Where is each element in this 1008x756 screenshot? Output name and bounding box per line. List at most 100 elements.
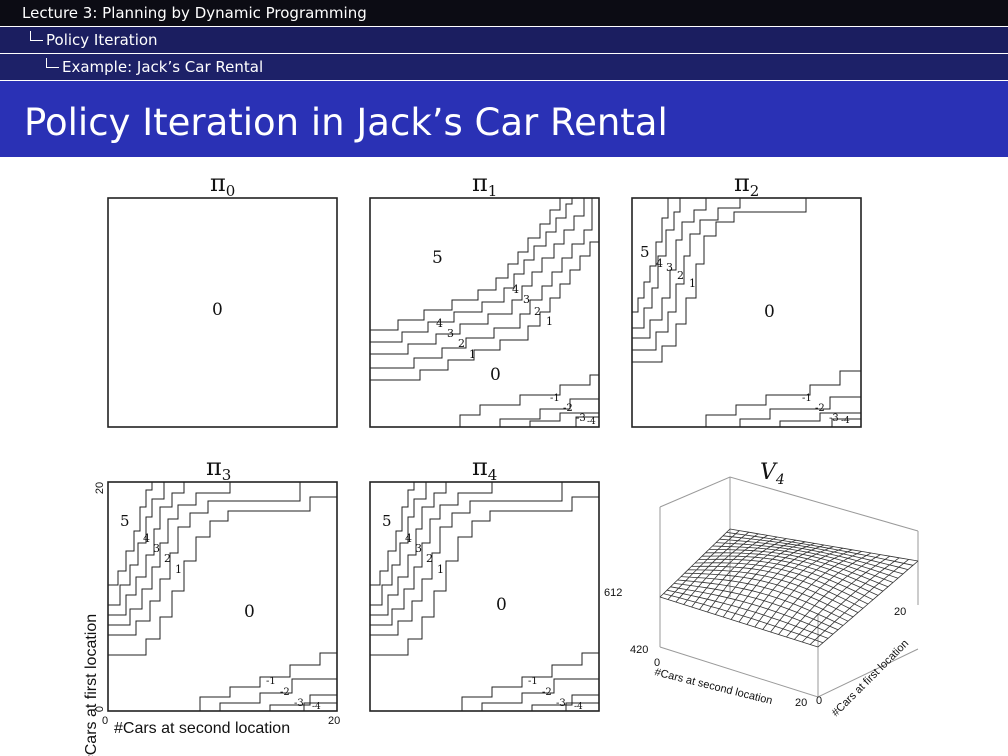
mesh-line — [817, 560, 919, 648]
action-label: -3 — [556, 698, 566, 709]
y-axis-min: 0 — [94, 706, 106, 712]
surface-x-min: 0 — [654, 657, 660, 669]
panel-title-pi1: π1 — [472, 169, 497, 200]
mesh-line — [701, 555, 879, 596]
mesh-line — [778, 552, 872, 635]
action-label: -1 — [802, 393, 812, 404]
action-label: 2 — [426, 552, 433, 565]
z-axis-max: 612 — [604, 587, 622, 599]
policy-boundaries — [370, 482, 599, 711]
action-label: 2 — [164, 552, 171, 565]
mesh-line — [762, 549, 853, 630]
panel-pi2 — [631, 197, 862, 428]
action-label: -3 — [576, 413, 586, 424]
action-label: -3 — [829, 413, 839, 424]
z-axis-min: 420 — [630, 644, 648, 656]
tree-branch-icon — [30, 31, 43, 41]
header-lecture: Lecture 3: Planning by Dynamic Programmi… — [0, 0, 1008, 26]
action-label: 4 — [512, 283, 519, 296]
panel-title-v4: V4 — [760, 460, 785, 488]
mesh-line — [663, 593, 824, 644]
action-label: 3 — [153, 542, 160, 555]
action-label: 3 — [447, 327, 454, 340]
action-label: 2 — [677, 269, 684, 282]
tree-branch-icon — [46, 58, 59, 68]
action-label: 4 — [405, 532, 412, 545]
mesh-line — [754, 547, 843, 628]
action-label: -1 — [266, 676, 276, 687]
mesh-line — [694, 562, 869, 605]
panel-frame — [369, 197, 600, 428]
surface-x-max: 20 — [795, 697, 807, 709]
policy-iteration-figure: π0 π1 π2 π3 π4 V4 0 5 4 3 2 1 4 3 2 1 0 … — [83, 169, 919, 756]
x-axis-min: 0 — [102, 715, 108, 727]
action-label: -1 — [528, 676, 538, 687]
y-axis-label: #Cars at first location — [83, 614, 100, 756]
panel-title-pi4: π4 — [472, 453, 497, 484]
action-label: -2 — [280, 687, 290, 698]
action-label: -1 — [550, 393, 560, 404]
action-label: 3 — [415, 542, 422, 555]
panel-title-pi3: π3 — [206, 453, 231, 484]
policy-boundaries — [108, 482, 337, 711]
y-axis-max: 20 — [94, 482, 106, 494]
action-label: 2 — [534, 305, 541, 318]
action-label: 4 — [656, 257, 663, 270]
policy-boundaries — [632, 198, 861, 427]
mesh-line — [712, 545, 894, 583]
action-label: 5 — [640, 243, 650, 261]
action-label: -2 — [563, 403, 573, 414]
mesh-line — [708, 549, 889, 588]
mesh-line — [698, 558, 874, 601]
surface-y-min: 0 — [816, 695, 822, 707]
action-label: 1 — [175, 563, 182, 576]
action-label: 0 — [212, 300, 223, 320]
action-label: 2 — [458, 337, 465, 350]
mesh-line — [801, 557, 900, 643]
action-label: 1 — [469, 348, 476, 361]
mesh-line — [786, 554, 881, 638]
value-surface-v4 — [659, 476, 919, 698]
mesh-line — [809, 559, 909, 645]
mesh-line — [719, 538, 904, 575]
panel-frame — [107, 197, 338, 428]
action-label: 3 — [666, 261, 673, 274]
panel-frame — [369, 481, 600, 712]
mesh-line — [666, 589, 829, 639]
slide-title-bar: Policy Iteration in Jack’s Car Rental — [0, 81, 1008, 157]
action-label: 0 — [496, 595, 507, 615]
policy-boundaries — [370, 198, 599, 427]
action-label: 4 — [143, 532, 150, 545]
x-axis-max: 20 — [328, 715, 340, 727]
header-subsection: Example: Jack’s Car Rental — [0, 54, 1008, 80]
panel-title-pi0: π0 — [210, 169, 235, 200]
action-label: 1 — [546, 315, 553, 328]
action-label: 1 — [437, 563, 444, 576]
surface-y-label: #Cars at first location — [830, 638, 912, 720]
x-axis-label: #Cars at second location — [114, 720, 290, 737]
panel-title-pi2: π2 — [734, 169, 759, 200]
surface-x-label: #Cars at second location — [653, 666, 773, 707]
surface-mesh — [659, 528, 919, 648]
action-label: -4 — [841, 416, 850, 426]
header-section: Policy Iteration — [0, 27, 1008, 53]
action-label: -3 — [294, 698, 304, 709]
mesh-line — [722, 535, 909, 570]
action-label: -4 — [574, 702, 583, 712]
action-label: 5 — [382, 512, 392, 530]
mesh-line — [794, 555, 891, 640]
action-label: 4 — [436, 317, 443, 330]
action-label: 3 — [523, 293, 530, 306]
slide-title: Policy Iteration in Jack’s Car Rental — [24, 101, 668, 144]
action-label: 0 — [244, 602, 255, 622]
panel-frame — [107, 481, 338, 712]
surface-box — [659, 476, 919, 698]
mesh-line — [729, 528, 919, 562]
mesh-line — [715, 542, 899, 579]
panel-pi0 — [107, 197, 338, 428]
mesh-line — [667, 530, 740, 600]
action-label: 1 — [689, 277, 696, 290]
action-label: -2 — [815, 403, 825, 414]
action-label: -4 — [312, 702, 321, 712]
action-label: 5 — [432, 248, 443, 268]
